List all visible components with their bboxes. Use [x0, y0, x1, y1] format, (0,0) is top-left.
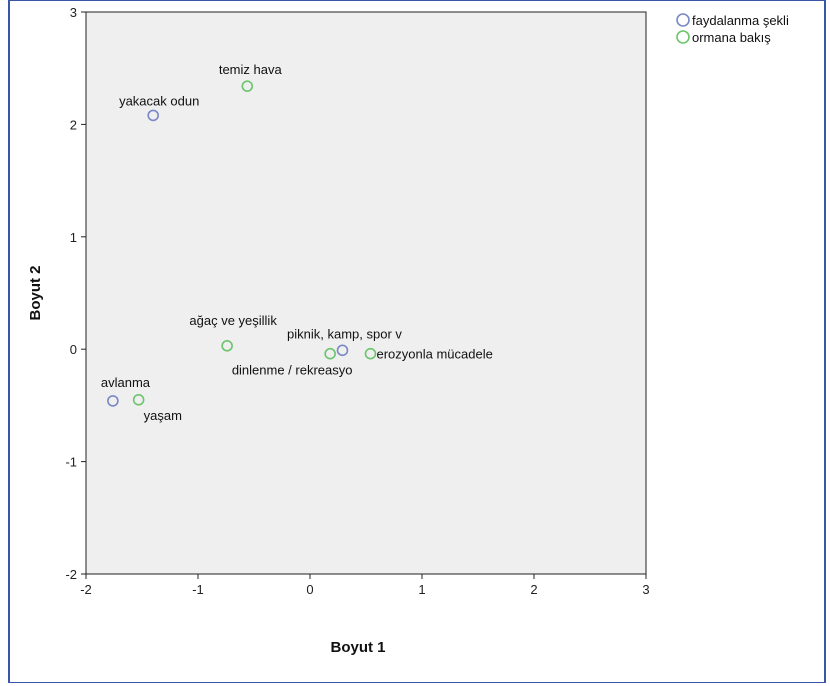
point-marker [147, 109, 159, 122]
legend-entry: ormana bakış [692, 30, 771, 45]
y-tick-label: 2 [70, 117, 77, 132]
x-axis-title: Boyut 1 [330, 639, 385, 656]
point-label: yakacak odun [119, 93, 199, 108]
point-label: avlanma [101, 375, 151, 390]
chart-frame [8, 0, 826, 683]
axis-ticks: -2 -1 0 1 2 3 -2 -1 0 1 2 3 [65, 5, 649, 597]
y-axis-title: Boyut 2 [27, 265, 44, 320]
data-points: yakacak odun piknik, kamp, spor v avlanma t… [101, 62, 493, 423]
x-tick-label: -2 [80, 582, 92, 597]
x-tick-label: -1 [192, 582, 204, 597]
y-tick-label: -2 [65, 567, 77, 582]
x-tick-label: 1 [418, 582, 425, 597]
legend-marker [676, 30, 690, 44]
legend-marker [676, 13, 690, 27]
point-label: yaşam [144, 408, 182, 423]
point-marker [336, 344, 349, 357]
point-label: temiz hava [219, 62, 283, 77]
x-tick-label: 0 [306, 582, 313, 597]
point-label: dinlenme / rekreasyo [232, 363, 353, 378]
point-marker [221, 340, 233, 352]
x-tick-label: 3 [642, 582, 649, 597]
point-label: piknik, kamp, spor v [287, 326, 402, 341]
y-tick-label: -1 [65, 455, 77, 470]
point-marker [132, 393, 145, 406]
point-marker [324, 347, 336, 360]
point-marker [364, 347, 377, 360]
x-tick-label: 2 [530, 582, 537, 597]
y-tick-label: 3 [70, 5, 77, 20]
point-marker [107, 395, 119, 407]
y-tick-label: 1 [70, 230, 77, 245]
point-label: ağaç ve yeşillik [189, 313, 277, 328]
point-marker [241, 80, 254, 92]
legend-entry: faydalanma şekli [692, 13, 789, 28]
legend: faydalanma şekli ormana bakış [676, 13, 789, 45]
y-tick-label: 0 [70, 342, 77, 357]
plot-area [85, 11, 647, 575]
point-label: erozyonla mücadele [376, 347, 492, 362]
